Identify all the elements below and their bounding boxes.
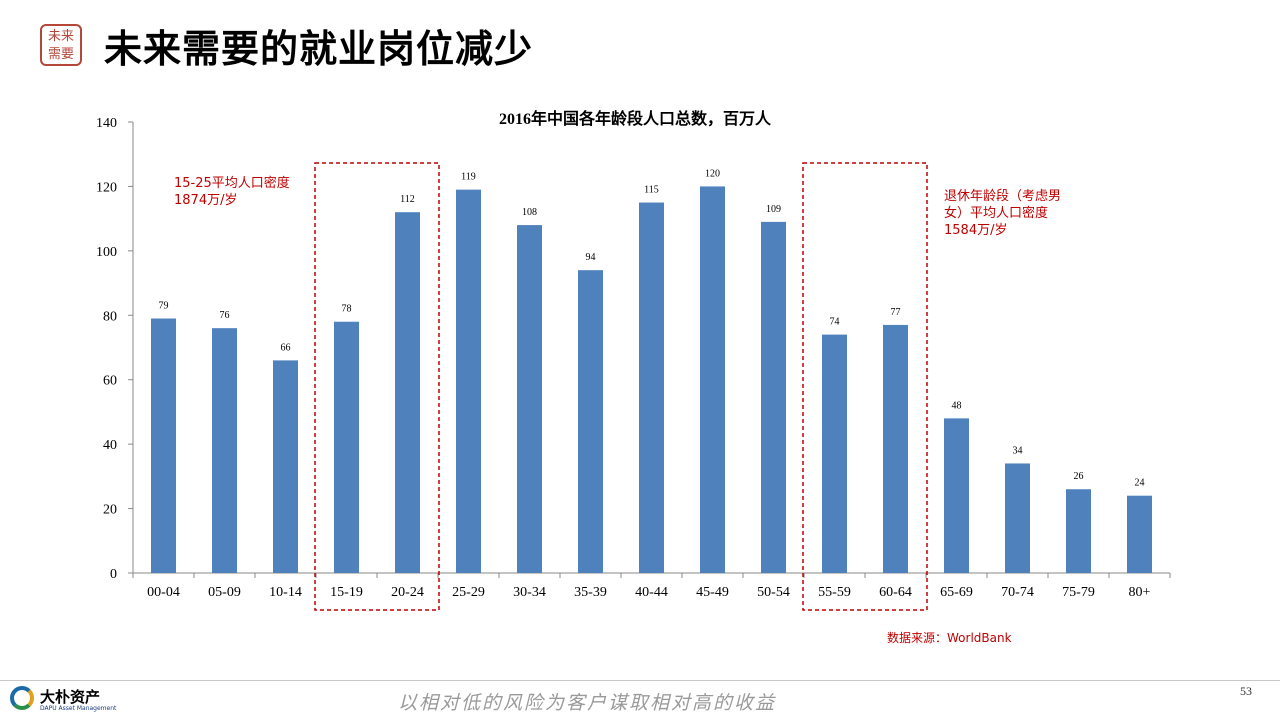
data-label: 76: [220, 310, 230, 321]
y-tick-label: 120: [96, 180, 117, 195]
data-label: 74: [830, 317, 840, 328]
annotation-text: 退休年龄段（考虑男: [944, 189, 1061, 204]
y-tick-label: 100: [96, 245, 117, 260]
bar-40-44: [639, 202, 664, 574]
data-label: 120: [705, 168, 720, 179]
seal-text: 需要: [47, 47, 74, 62]
y-tick-label: 140: [96, 116, 117, 131]
data-label: 26: [1074, 471, 1084, 482]
data-label: 79: [159, 301, 169, 312]
annotation-text: 15-25平均人口密度: [174, 175, 290, 191]
data-label: 115: [644, 185, 659, 196]
seal-text: 未来: [47, 29, 74, 44]
data-label: 24: [1135, 478, 1145, 489]
data-label: 78: [342, 304, 352, 315]
x-tick-label: 10-14: [269, 585, 302, 600]
data-label: 77: [891, 307, 901, 318]
annotation-text: 女）平均人口密度: [944, 205, 1048, 221]
bar-60-64: [883, 324, 908, 573]
annotation-text: 1584万/岁: [944, 223, 1007, 238]
bar-70-74: [1005, 463, 1030, 573]
bar-chart: 2016年中国各年龄段人口总数，百万人 0 20 40 60 80 100 120 140 79 0…: [96, 109, 1171, 645]
data-source: 数据来源：WorldBank: [887, 630, 1012, 645]
bar-45-49: [700, 186, 725, 573]
data-label: 112: [400, 194, 415, 205]
x-tick-label: 25-29: [452, 585, 485, 600]
data-label: 66: [281, 342, 291, 353]
x-tick-label: 45-49: [696, 585, 729, 600]
bar-15-19: [334, 321, 359, 573]
y-tick-label: 40: [103, 438, 117, 453]
x-tick-label: 20-24: [391, 585, 424, 600]
x-tick-label: 70-74: [1001, 585, 1034, 600]
data-label: 48: [952, 400, 962, 411]
bar-65-69: [944, 418, 969, 573]
bar-35-39: [578, 270, 603, 573]
bar-50-54: [761, 221, 786, 573]
y-tick-label: 20: [103, 503, 117, 518]
x-tick-label: 60-64: [879, 585, 912, 600]
data-label: 119: [461, 172, 476, 183]
x-tick-label: 30-34: [513, 585, 546, 600]
bar-80+: [1127, 495, 1152, 573]
annotation-text: 1874万/岁: [174, 193, 237, 208]
page-number: 53: [1240, 684, 1252, 698]
x-tick-label: 00-04: [147, 585, 180, 600]
highlight-box-2: [802, 162, 928, 611]
x-tick-label: 55-59: [818, 585, 851, 600]
x-tick-label: 80+: [1129, 585, 1151, 600]
bar-00-04: [151, 318, 176, 573]
data-label: 108: [522, 207, 537, 218]
bar-05-09: [212, 328, 237, 573]
bar-10-14: [273, 360, 298, 573]
y-tick-label: 60: [103, 374, 117, 389]
x-tick-label: 75-79: [1062, 585, 1095, 600]
data-label: 109: [766, 204, 781, 215]
y-tick-label: 80: [103, 309, 117, 324]
data-label: 34: [1013, 445, 1023, 456]
x-tick-label: 05-09: [208, 585, 241, 600]
bar-20-24: [395, 212, 420, 573]
bar-75-79: [1066, 489, 1091, 573]
company-name: 大朴资产: [40, 688, 101, 706]
x-tick-label: 65-69: [940, 585, 973, 600]
highlight-box-1: [314, 162, 440, 611]
footer-divider: [0, 680, 1280, 681]
x-tick-label: 35-39: [574, 585, 607, 600]
company-name-en: DAPU Asset Management: [40, 705, 117, 712]
x-tick-label: 40-44: [635, 585, 668, 600]
page-title: 未来需要的就业岗位减少: [104, 27, 534, 71]
bar-55-59: [822, 334, 847, 573]
x-tick-label: 15-19: [330, 585, 363, 600]
footer-slogan: 以相对低的风险为客户谋取相对高的收益: [398, 692, 777, 714]
seal-logo: 未来 需要: [40, 24, 82, 66]
x-tick-label: 50-54: [757, 585, 790, 600]
chart-title: 2016年中国各年龄段人口总数，百万人: [499, 109, 772, 128]
data-label: 94: [586, 252, 596, 263]
bar-25-29: [456, 189, 481, 573]
y-tick-label: 0: [110, 567, 117, 582]
company-logo-icon: [10, 686, 34, 710]
bar-30-34: [517, 225, 542, 574]
